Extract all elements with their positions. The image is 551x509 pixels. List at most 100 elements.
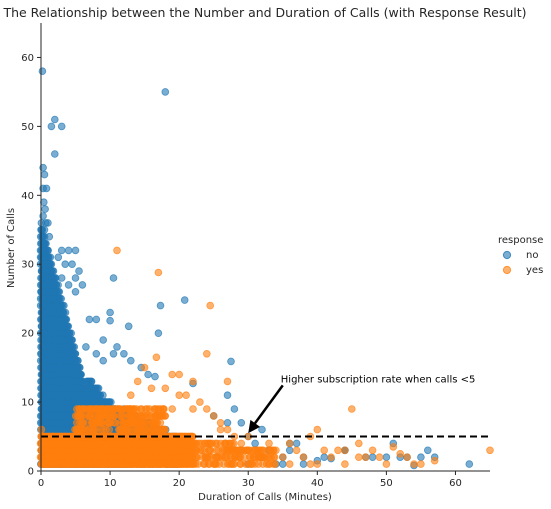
point-no <box>78 281 87 289</box>
point-yes <box>382 460 391 468</box>
point-no <box>258 425 266 434</box>
point-yes <box>430 456 439 465</box>
x-tick-label: 0 <box>38 478 44 489</box>
point-no <box>223 391 232 400</box>
point-yes <box>209 412 218 420</box>
point-no <box>154 329 163 338</box>
point-no <box>70 343 79 351</box>
point-yes <box>417 460 425 468</box>
x-tick-label: 10 <box>104 478 117 489</box>
point-no <box>62 315 71 324</box>
point-yes <box>368 446 377 455</box>
point-yes <box>147 384 156 393</box>
y-tick-label: 50 <box>21 122 34 133</box>
point-no <box>40 226 49 234</box>
point-yes <box>271 460 279 468</box>
y-tick-label: 40 <box>21 191 34 202</box>
point-no <box>57 122 66 131</box>
point-no <box>227 357 235 366</box>
point-no <box>64 322 73 331</box>
point-no <box>50 115 59 124</box>
point-no <box>120 349 128 358</box>
point-yes <box>410 460 418 468</box>
point-no <box>180 296 189 304</box>
point-no <box>55 287 64 296</box>
legend-marker-yes <box>502 265 512 275</box>
point-yes <box>161 412 170 420</box>
point-no <box>44 246 52 255</box>
point-no <box>144 370 152 379</box>
point-yes <box>396 449 405 458</box>
point-no <box>320 453 329 462</box>
point-no <box>156 301 165 310</box>
point-yes <box>156 418 165 427</box>
point-yes <box>361 453 370 462</box>
point-yes <box>292 446 301 455</box>
point-no <box>76 363 84 372</box>
point-yes <box>206 301 215 310</box>
y-axis-label: Number of Calls <box>6 208 17 288</box>
point-no <box>92 315 101 324</box>
point-yes <box>230 439 238 448</box>
point-no <box>87 377 96 386</box>
legend: response no yes <box>498 235 543 276</box>
point-no <box>71 274 80 282</box>
point-no <box>38 67 47 75</box>
point-no <box>77 370 85 379</box>
point-no <box>71 287 80 296</box>
point-no <box>67 329 75 338</box>
point-no <box>74 356 82 365</box>
y-tick-label: 10 <box>21 398 34 409</box>
x-tick-label: 20 <box>173 478 186 489</box>
point-no <box>230 405 239 413</box>
chart-title: The Relationship between the Number and … <box>2 5 526 20</box>
point-yes <box>278 453 287 462</box>
point-yes <box>223 425 232 434</box>
point-yes <box>230 460 239 468</box>
point-no <box>251 439 259 448</box>
point-yes <box>244 446 253 455</box>
point-yes <box>133 377 142 386</box>
point-yes <box>347 405 356 413</box>
point-no <box>61 308 70 317</box>
point-no <box>151 372 159 381</box>
point-yes <box>223 377 232 386</box>
point-yes <box>265 439 273 448</box>
point-yes <box>285 460 294 468</box>
point-yes <box>299 453 308 462</box>
point-yes <box>189 405 197 413</box>
annotation-text: Higher subscription rate when calls <5 <box>281 374 476 385</box>
point-no <box>54 253 63 262</box>
point-no <box>382 453 391 462</box>
point-no <box>50 150 59 158</box>
point-yes <box>189 377 197 386</box>
point-yes <box>160 405 168 413</box>
point-yes <box>272 446 280 455</box>
x-axis-label: Duration of Calls (Minutes) <box>198 492 332 503</box>
point-yes <box>154 268 163 277</box>
point-no <box>124 322 133 331</box>
point-yes <box>127 391 135 400</box>
annotation-arrow <box>251 384 284 428</box>
point-no <box>47 260 56 269</box>
point-yes <box>306 460 315 468</box>
point-yes <box>486 446 494 455</box>
point-no <box>68 336 76 344</box>
legend-label-yes: yes <box>526 265 543 276</box>
point-no <box>54 281 62 289</box>
point-yes <box>140 363 149 372</box>
legend-marker-no <box>502 250 512 260</box>
point-no <box>127 356 135 365</box>
point-no <box>94 384 103 393</box>
point-yes <box>251 460 259 468</box>
point-yes <box>152 353 161 362</box>
point-yes <box>334 446 342 455</box>
point-no <box>423 446 432 455</box>
x-tick-label: 30 <box>242 478 255 489</box>
point-yes <box>265 453 273 462</box>
point-yes <box>196 398 204 406</box>
point-no <box>92 349 101 358</box>
point-yes <box>251 446 259 455</box>
point-no <box>99 356 107 365</box>
